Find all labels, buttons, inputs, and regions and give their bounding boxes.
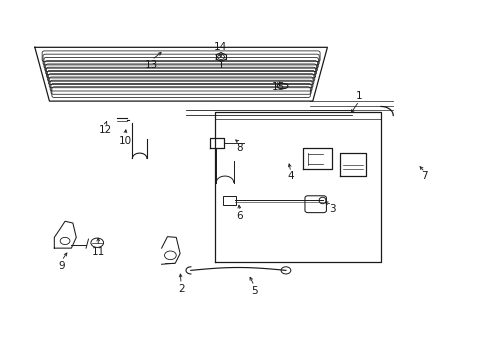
Text: 5: 5 <box>250 286 257 296</box>
Text: 7: 7 <box>421 171 427 181</box>
Text: 14: 14 <box>213 42 226 52</box>
Text: 3: 3 <box>328 204 335 214</box>
Text: 10: 10 <box>118 136 131 145</box>
Text: 4: 4 <box>287 171 294 181</box>
Text: 2: 2 <box>178 284 184 294</box>
Text: 11: 11 <box>91 247 104 257</box>
Text: 13: 13 <box>145 60 158 70</box>
Text: 6: 6 <box>236 211 243 221</box>
Text: 15: 15 <box>271 82 285 92</box>
Text: 12: 12 <box>99 125 112 135</box>
Text: 1: 1 <box>355 91 362 101</box>
Text: 8: 8 <box>236 143 243 153</box>
Text: 9: 9 <box>58 261 65 271</box>
